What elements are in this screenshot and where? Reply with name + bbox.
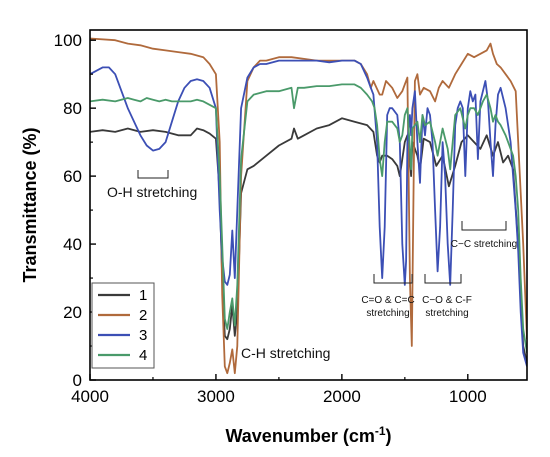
cocf-label-line: C−O & C-F bbox=[422, 295, 472, 306]
series-line-4 bbox=[90, 83, 527, 353]
annotation-layer: O-H stretching C-H stretching C=O & C=C str… bbox=[107, 170, 517, 361]
oh-label: O-H stretching bbox=[107, 184, 197, 200]
cc-bracket bbox=[461, 221, 507, 231]
y-tick-label: 100 bbox=[54, 31, 82, 50]
legend-box bbox=[91, 282, 155, 369]
cocf-label-line: stretching bbox=[425, 308, 468, 319]
plot-frame bbox=[89, 29, 528, 381]
x-title-end: ) bbox=[386, 426, 392, 446]
y-tick-label: 60 bbox=[63, 167, 82, 186]
x-title-main: Wavenumber (cm bbox=[225, 426, 374, 446]
x-tick-label: 3000 bbox=[197, 387, 235, 406]
x-axis-title: Wavenumber (cm-1) bbox=[225, 424, 391, 446]
y-tick-label: 0 bbox=[73, 371, 82, 390]
legend-label-3: 3 bbox=[139, 327, 147, 344]
series-line-3 bbox=[90, 59, 527, 367]
legend-label-1: 1 bbox=[139, 287, 147, 304]
tick-layer: 4000 3000 2000 1000 0 20 40 60 80 100 bbox=[54, 31, 487, 406]
cc-label: C−C stretching bbox=[451, 239, 517, 250]
series-line-2 bbox=[90, 37, 527, 375]
series-layer bbox=[90, 37, 527, 375]
legend-label-4: 4 bbox=[139, 347, 147, 364]
oh-bracket bbox=[137, 170, 169, 179]
ch-label: C-H stretching bbox=[241, 345, 330, 361]
y-tick-label: 40 bbox=[63, 235, 82, 254]
cocf-bracket bbox=[424, 274, 462, 284]
y-tick-label: 20 bbox=[63, 303, 82, 322]
coc-label-line: C=O & C=C bbox=[361, 295, 414, 306]
legend: 1 2 3 4 bbox=[91, 282, 155, 369]
coc-label-line: stretching bbox=[366, 308, 409, 319]
x-tick-label: 4000 bbox=[71, 387, 109, 406]
y-tick-label: 80 bbox=[63, 99, 82, 118]
y-axis-title: Transmittance (%) bbox=[20, 127, 40, 282]
x-title-sup: -1 bbox=[375, 424, 386, 438]
coc-bracket bbox=[373, 274, 413, 284]
legend-label-2: 2 bbox=[139, 307, 147, 324]
x-tick-label: 2000 bbox=[323, 387, 361, 406]
x-tick-label: 1000 bbox=[449, 387, 487, 406]
